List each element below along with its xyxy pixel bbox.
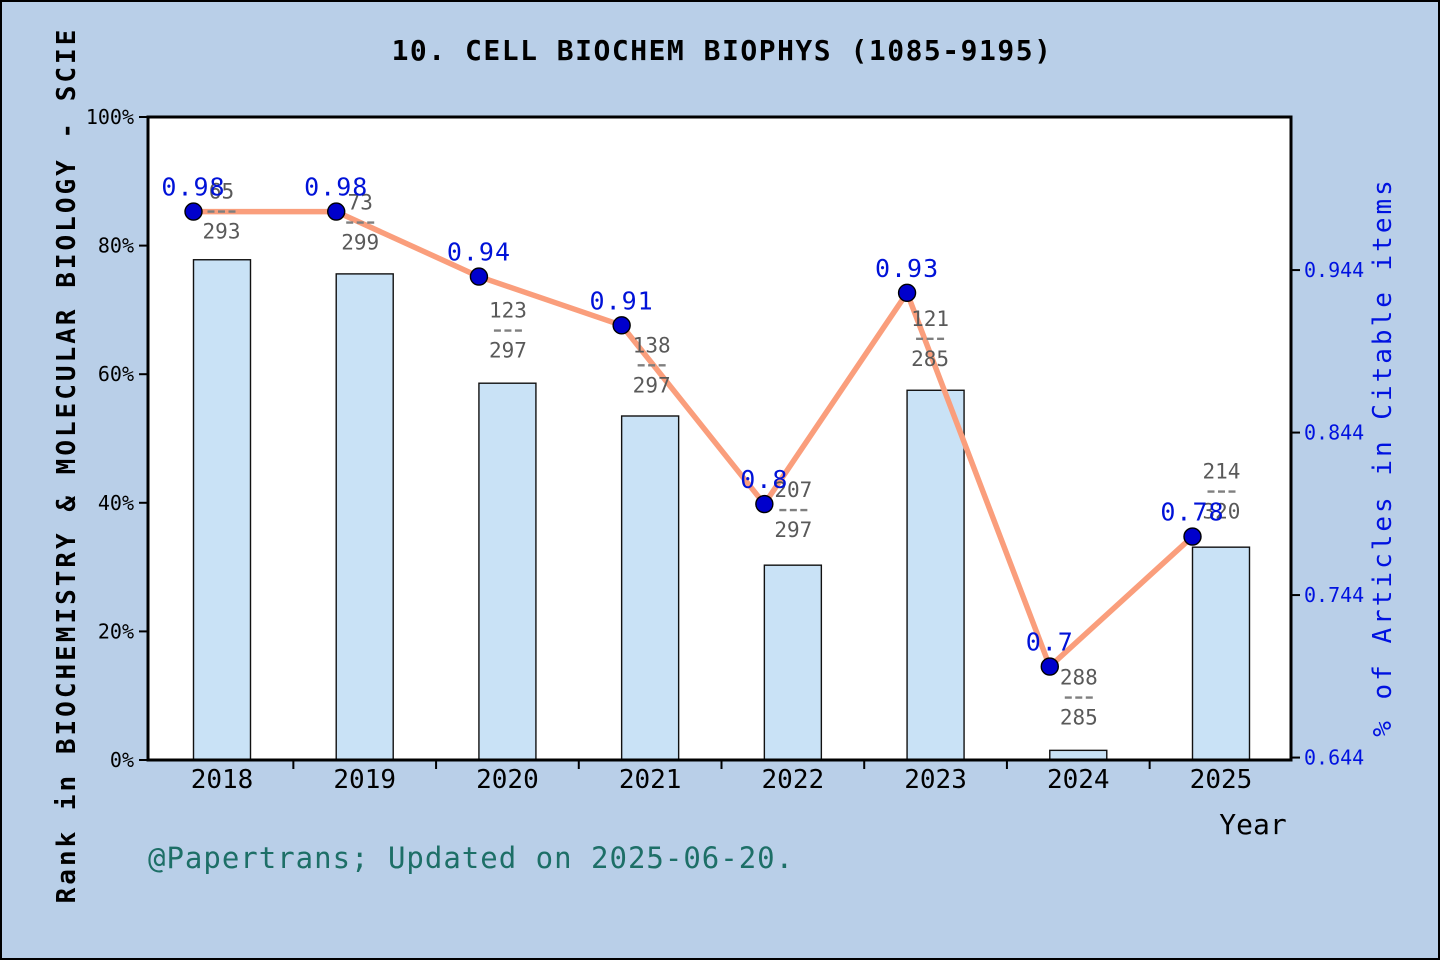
bar-2020 [478, 382, 537, 761]
x-tick-label-2022: 2022 [762, 765, 825, 795]
fraction-denominator: 285 [911, 347, 949, 371]
point-2020 [469, 267, 489, 286]
right-axis-label: % of Articles in Citable items [1368, 177, 1398, 737]
point-value-label: 0.78 [1160, 498, 1224, 527]
right-tick-label: 0.944 [1304, 258, 1364, 282]
fraction-numerator: 73 [348, 191, 373, 215]
left-tick-label: 60% [98, 362, 134, 386]
fraction-denominator: 297 [633, 373, 671, 397]
page-title: 10. CELL BIOCHEM BIOPHYS (1085-9195) [391, 34, 1053, 67]
bar-2018 [192, 259, 252, 761]
point-2018 [184, 202, 203, 221]
left-tick-label: 80% [98, 234, 134, 258]
right-tick-label: 0.744 [1304, 583, 1364, 607]
fraction-denominator: 285 [1060, 706, 1098, 730]
left-tick-label: 20% [98, 619, 134, 643]
fraction-numerator: 214 [1203, 460, 1241, 484]
point-2019 [327, 202, 346, 221]
point-value-label: 0.93 [875, 254, 939, 283]
point-2024 [1040, 657, 1059, 676]
point-value-label: 0.98 [161, 173, 225, 202]
fraction-numerator: 121 [911, 307, 949, 331]
point-value-label: 0.94 [447, 238, 511, 267]
bar-2022 [763, 564, 823, 761]
right-tick-label: 0.644 [1304, 746, 1364, 770]
footer-credit: @Papertrans; Updated on 2025-06-20. [148, 841, 795, 875]
point-2023 [897, 283, 917, 303]
fraction-numerator: 123 [489, 299, 527, 323]
plot-border [146, 115, 1293, 762]
bar-2023 [906, 389, 965, 761]
bar-2019 [335, 273, 394, 761]
left-tick-label: 0% [110, 748, 134, 772]
fraction-numerator: 288 [1060, 666, 1098, 690]
point-2025 [1183, 527, 1202, 546]
x-tick-label-2023: 2023 [904, 765, 967, 795]
point-value-label: 0.91 [590, 286, 654, 315]
bar-2025 [1191, 546, 1251, 761]
fraction-numerator: 138 [633, 333, 671, 357]
fraction-numerator: 65 [209, 180, 234, 204]
fraction-numerator: 207 [774, 478, 812, 502]
x-tick-label-2025: 2025 [1190, 765, 1253, 795]
point-value-label: 0.7 [1026, 628, 1074, 657]
x-tick-label-2018: 2018 [191, 765, 254, 795]
fraction-denominator: 293 [203, 220, 241, 244]
point-value-label: 0.8 [740, 465, 788, 494]
x-axis-label: Year [1219, 808, 1287, 841]
point-2021 [612, 316, 631, 335]
x-tick-label-2020: 2020 [476, 765, 539, 795]
left-tick-label: 40% [98, 491, 134, 515]
x-tick-label-2021: 2021 [619, 765, 682, 795]
fraction-denominator: 299 [341, 231, 379, 255]
fraction-denominator: 320 [1203, 500, 1241, 524]
point-value-label: 0.98 [304, 173, 368, 202]
bar-2021 [620, 415, 680, 761]
point-2022 [755, 494, 774, 514]
left-tick-label: 100% [86, 105, 134, 129]
fraction-denominator: 297 [774, 518, 812, 542]
left-axis-label: Rank in BIOCHEMISTRY & MOLECULAR BIOLOGY… [52, 26, 82, 904]
right-tick-label: 0.844 [1304, 421, 1364, 445]
fraction-denominator: 297 [489, 339, 527, 363]
x-tick-label-2019: 2019 [333, 765, 396, 795]
x-tick-label-2024: 2024 [1047, 765, 1110, 795]
